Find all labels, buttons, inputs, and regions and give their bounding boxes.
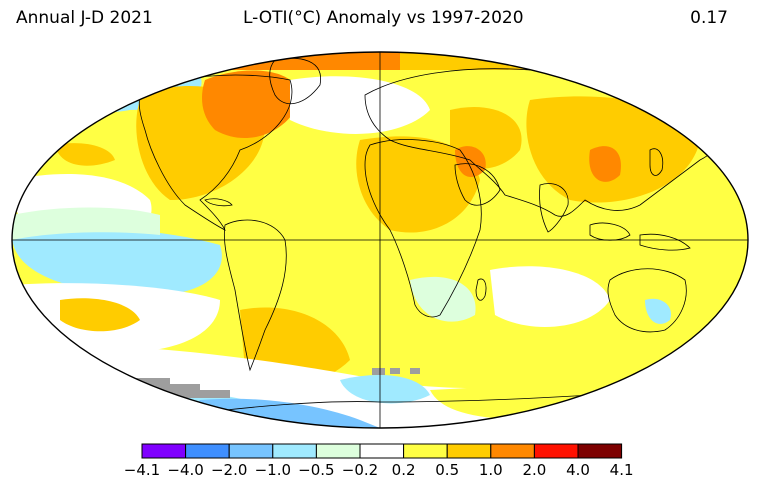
legend-tick-label: 4.1	[610, 461, 634, 479]
legend-swatch	[185, 443, 230, 459]
legend-swatch	[228, 443, 274, 459]
legend-tick-label: 0.5	[435, 461, 459, 479]
legend-tick-label: 2.0	[522, 461, 546, 479]
globe-outline	[11, 51, 749, 429]
map-title-anomaly: L-OTI(°C) Anomaly vs 1997-2020	[243, 8, 524, 28]
legend-swatch	[533, 443, 579, 459]
legend-tick-label: −0.2	[342, 461, 378, 479]
legend-swatch	[141, 443, 187, 459]
legend-tick-label: −1.0	[255, 461, 291, 479]
legend-swatch	[315, 443, 361, 459]
global-mean-value: 0.17	[690, 8, 728, 28]
legend-tick-label: −0.5	[298, 461, 334, 479]
legend-swatch	[359, 443, 405, 459]
legend-swatch	[490, 443, 535, 459]
legend-swatch	[446, 443, 492, 459]
legend-swatch	[403, 443, 448, 459]
legend-tick-label: −4.1	[124, 461, 160, 479]
legend-swatch	[577, 443, 623, 459]
legend-tick-label: −4.0	[167, 461, 203, 479]
legend-swatch	[272, 443, 317, 459]
legend-tick-label: 1.0	[479, 461, 503, 479]
legend-tick-label: −2.0	[211, 461, 247, 479]
map-title-period: Annual J-D 2021	[16, 8, 153, 28]
legend-tick-label: 0.2	[392, 461, 416, 479]
legend-tick-label: 4.0	[566, 461, 590, 479]
